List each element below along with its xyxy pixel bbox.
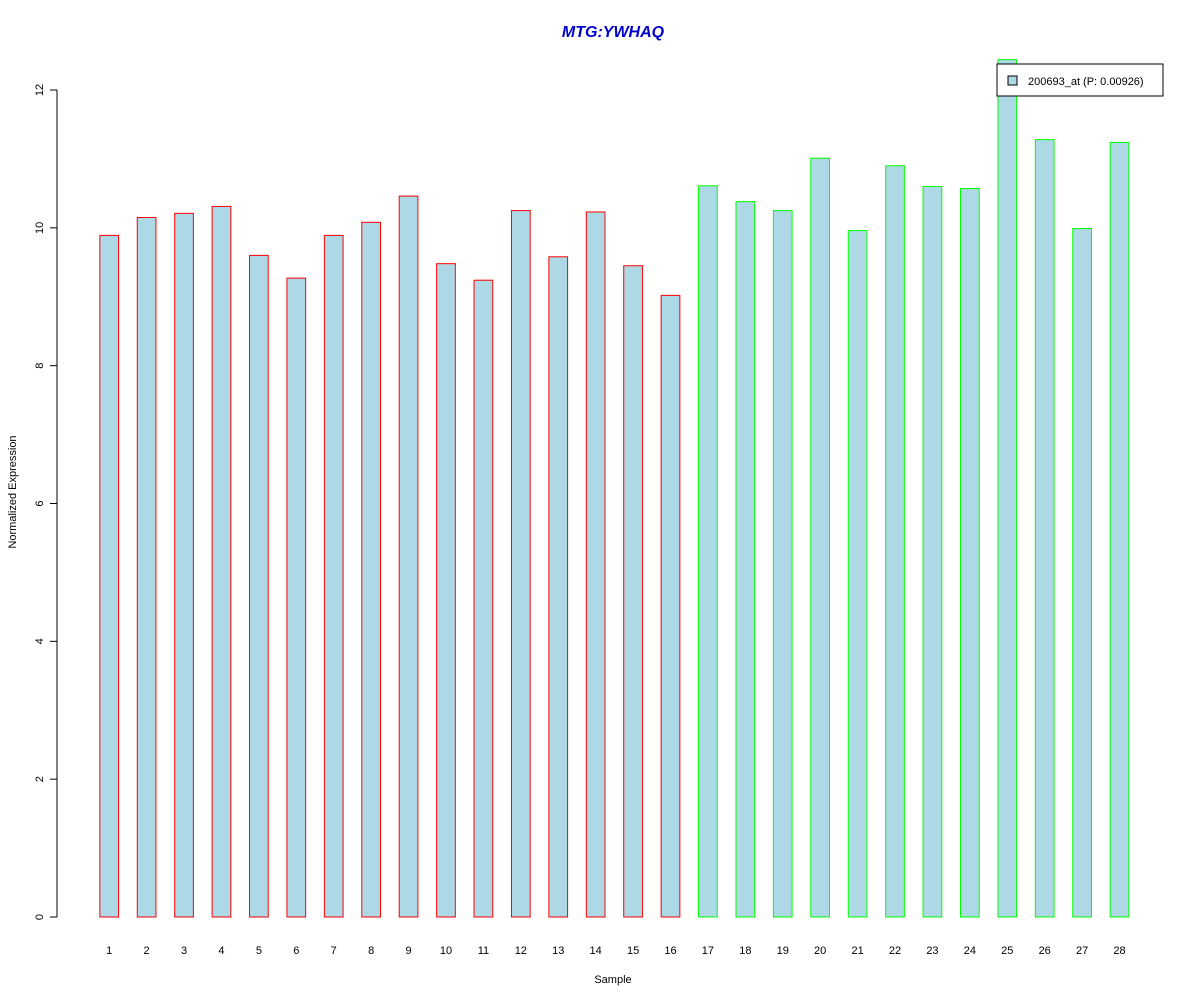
x-axis-tick-label: 7 <box>331 945 337 957</box>
x-axis-tick-label: 3 <box>181 945 187 957</box>
bar-sample-3 <box>174 212 194 918</box>
x-axis-tick-label: 28 <box>1113 945 1125 957</box>
bar-sample-12 <box>510 210 531 918</box>
bar-sample-5 <box>249 254 269 918</box>
bar-sample-2 <box>136 217 157 918</box>
legend-box <box>996 63 1164 97</box>
bar-sample-7 <box>323 234 344 918</box>
legend: 200693_at (P: 0.00926) <box>996 63 1164 97</box>
y-axis: 0 2 4 6 8 10 12 <box>34 84 58 920</box>
x-axis-tick-label: 15 <box>627 945 639 957</box>
x-axis-tick-label: 5 <box>256 945 262 957</box>
x-axis-tick-label: 12 <box>515 945 527 957</box>
y-axis-tick-label: 6 <box>34 500 46 506</box>
x-axis-tick-label: 13 <box>552 945 564 957</box>
x-axis-tick-label: 2 <box>144 945 150 957</box>
bar-sample-6 <box>286 277 307 918</box>
bar-sample-21 <box>847 230 868 918</box>
x-axis-tick-labels: 1 2 3 4 5 6 7 8 9 10 11 12 13 14 15 16 17 18 19 20 21 22 23 24 2… <box>106 945 1126 957</box>
bar-sample-11 <box>473 279 494 918</box>
bar-sample-22 <box>885 165 905 918</box>
bar-sample-15 <box>623 265 643 918</box>
y-axis-tick-label: 8 <box>34 363 46 369</box>
x-axis-tick-label: 26 <box>1039 945 1051 957</box>
bar-sample-18 <box>735 201 756 918</box>
y-axis-tick-label: 2 <box>34 776 46 782</box>
x-axis-tick-label: 18 <box>739 945 751 957</box>
bar-sample-10 <box>436 263 456 918</box>
bar-sample-19 <box>772 210 793 918</box>
y-axis-tick-label: 4 <box>34 638 46 644</box>
x-axis-tick-label: 22 <box>889 945 901 957</box>
x-axis-tick-label: 8 <box>368 945 374 957</box>
bar-sample-17 <box>698 185 718 918</box>
x-axis-tick-label: 4 <box>218 945 224 957</box>
bar-sample-9 <box>398 195 419 918</box>
bar-sample-26 <box>1034 139 1055 918</box>
y-axis-tick-label: 12 <box>34 84 46 96</box>
x-axis-tick-label: 27 <box>1076 945 1088 957</box>
x-axis-tick-label: 19 <box>777 945 789 957</box>
x-axis-tick-label: 20 <box>814 945 826 957</box>
bars <box>99 59 1130 918</box>
x-axis-tick-label: 23 <box>926 945 938 957</box>
chart-title: MTG:YWHAQ <box>562 24 665 41</box>
bar-sample-23 <box>922 185 943 918</box>
bar-sample-25 <box>997 59 1018 918</box>
legend-label: 200693_at (P: 0.00926) <box>1028 76 1144 88</box>
x-axis-tick-label: 21 <box>851 945 863 957</box>
x-axis-tick-label: 6 <box>293 945 299 957</box>
y-axis-tick-label: 10 <box>34 222 46 234</box>
x-axis-tick-label: 11 <box>478 945 489 957</box>
x-axis-label: Sample <box>594 974 631 986</box>
x-axis-tick-label: 9 <box>405 945 411 957</box>
x-axis-tick-label: 25 <box>1001 945 1013 957</box>
x-axis-tick-label: 16 <box>664 945 676 957</box>
bar-sample-28 <box>1109 141 1130 918</box>
bar-sample-8 <box>361 221 381 918</box>
x-axis-tick-label: 10 <box>440 945 452 957</box>
bar-sample-20 <box>810 157 831 918</box>
bar-sample-1 <box>99 234 120 918</box>
bar-sample-24 <box>960 188 980 918</box>
y-axis-tick-label: 0 <box>34 914 46 920</box>
x-axis-tick-label: 24 <box>964 945 976 957</box>
bar-sample-13 <box>548 256 569 918</box>
bar-sample-14 <box>585 211 606 918</box>
bar-sample-4 <box>211 205 232 918</box>
legend-swatch <box>1007 75 1018 86</box>
x-axis-tick-label: 17 <box>702 945 714 957</box>
bar-sample-16 <box>660 294 681 918</box>
bar-sample-27 <box>1072 228 1092 918</box>
x-axis-tick-label: 1 <box>106 945 112 957</box>
x-axis-tick-label: 14 <box>590 945 602 957</box>
y-axis-label: Normalized Expression <box>7 435 19 548</box>
